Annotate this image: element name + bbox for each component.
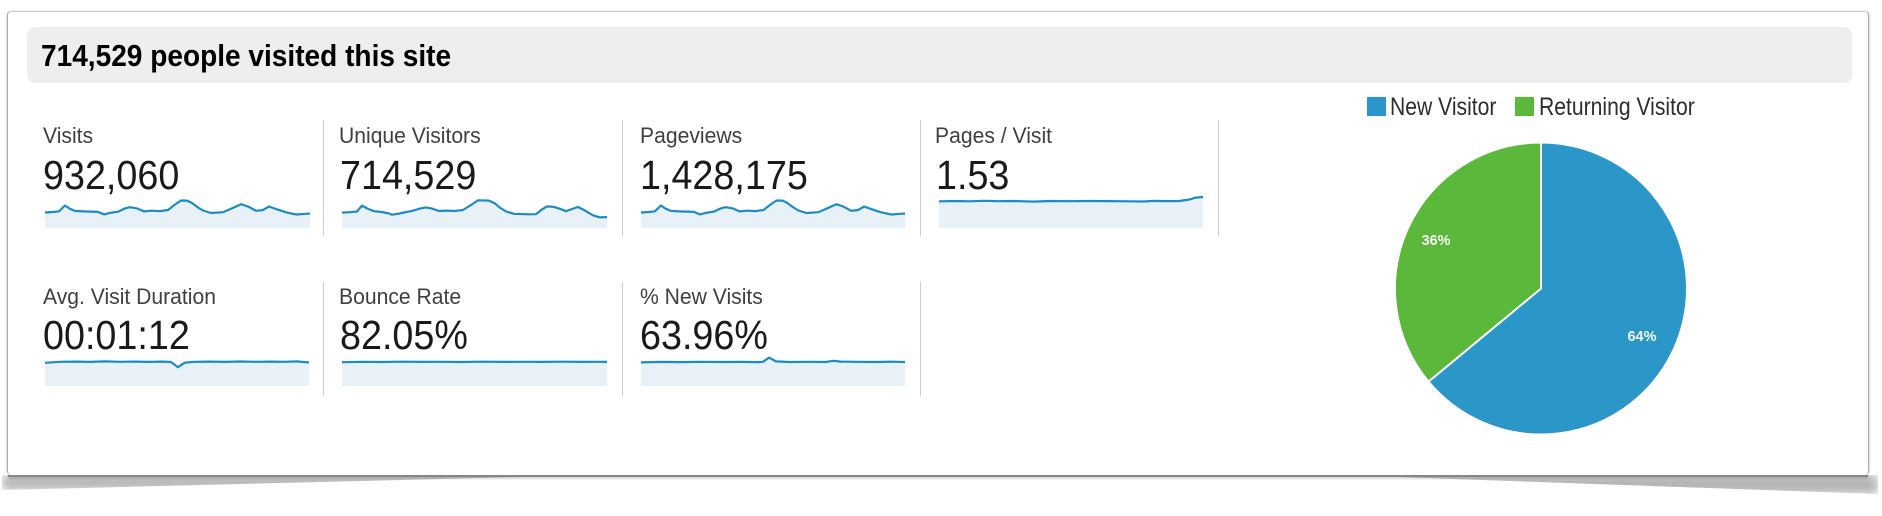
svg-text:64%: 64%: [1627, 329, 1656, 345]
svg-text:36%: 36%: [1421, 233, 1450, 249]
